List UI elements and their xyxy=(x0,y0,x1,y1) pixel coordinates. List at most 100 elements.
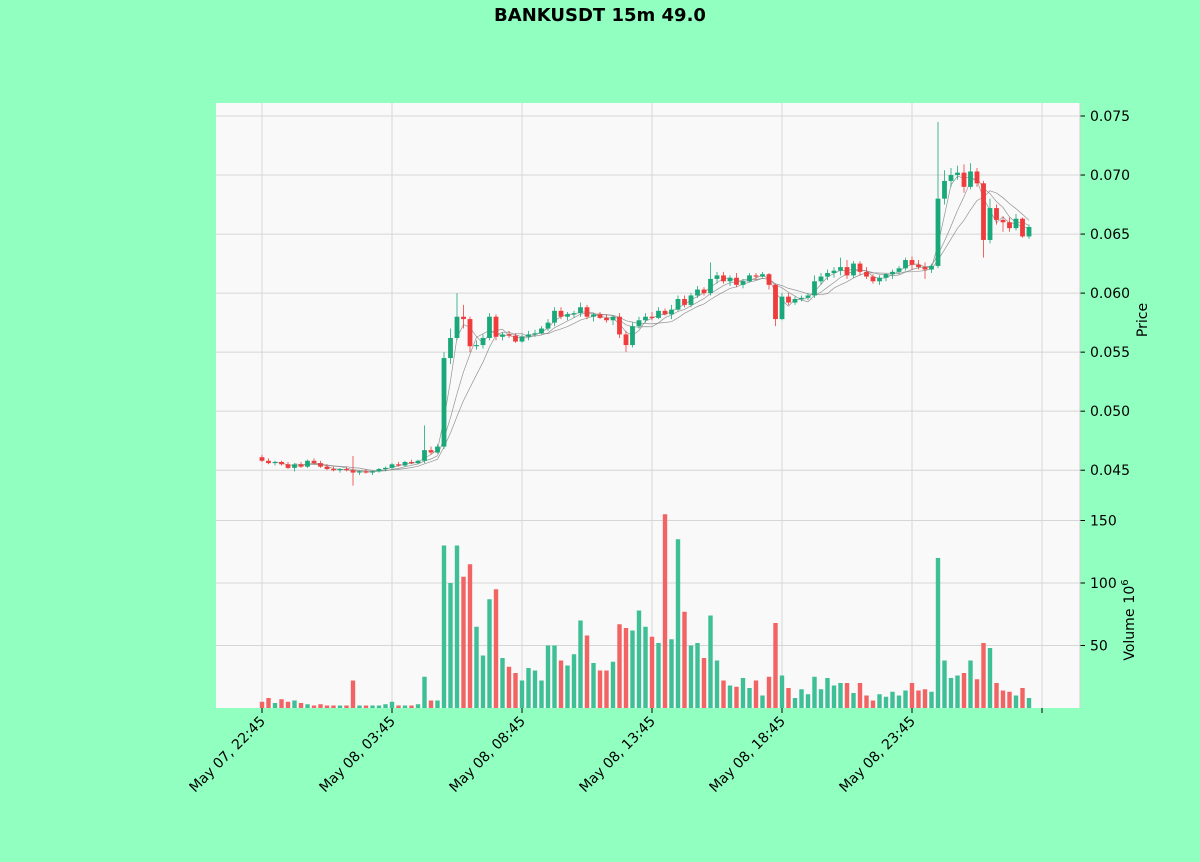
candle-body xyxy=(383,467,388,470)
volume-bar xyxy=(766,676,772,708)
volume-tick-label: 150 xyxy=(1090,514,1117,530)
candle-body xyxy=(864,271,869,277)
volume-bar xyxy=(435,700,440,708)
volume-bar xyxy=(480,655,486,708)
candle-body xyxy=(526,334,531,337)
candle-body xyxy=(682,299,687,305)
volume-bar xyxy=(961,673,967,708)
volume-bar xyxy=(441,545,447,708)
volume-bar xyxy=(610,661,616,708)
volume-bar xyxy=(864,695,869,708)
volume-bar xyxy=(422,676,427,708)
candle-body xyxy=(1007,222,1012,229)
volume-bar xyxy=(682,611,687,708)
candle-body xyxy=(324,466,330,470)
volume-bar xyxy=(896,695,902,708)
candle-body xyxy=(792,299,798,303)
volume-bar xyxy=(812,676,817,708)
volume-bar xyxy=(584,635,590,708)
candle-body xyxy=(688,295,694,305)
volume-bar xyxy=(376,705,382,708)
volume-bar xyxy=(779,675,785,708)
candle-body xyxy=(584,307,590,317)
volume-bar xyxy=(383,704,388,708)
volume-bar xyxy=(669,639,674,708)
candle-body xyxy=(480,337,486,346)
volume-bar xyxy=(591,663,596,708)
candle-body xyxy=(1026,226,1032,237)
candle-body xyxy=(539,328,544,334)
candle-body xyxy=(916,264,921,268)
volume-bar xyxy=(402,705,408,708)
price-axis-label: Price xyxy=(1135,303,1151,337)
candle-body xyxy=(883,274,889,278)
volume-bar xyxy=(558,660,564,708)
volume-bar xyxy=(662,514,668,708)
candle-body xyxy=(662,310,668,315)
volume-bar xyxy=(1013,695,1019,708)
candle-body xyxy=(519,336,525,342)
volume-bar xyxy=(721,680,726,708)
candle-body xyxy=(376,469,382,472)
volume-bar xyxy=(545,645,551,708)
volume-bar xyxy=(883,696,889,708)
volume-bar xyxy=(370,705,375,708)
volume-bar xyxy=(454,545,460,708)
candle-body xyxy=(630,326,635,346)
volume-bar xyxy=(708,615,713,708)
candle-body xyxy=(266,460,271,464)
candle-body xyxy=(831,270,837,274)
volume-bar xyxy=(617,624,622,708)
volume-bar xyxy=(948,678,954,708)
volume-bar xyxy=(688,645,694,708)
candle-body xyxy=(838,267,843,271)
volume-bar xyxy=(1000,690,1006,708)
candle-body xyxy=(643,316,648,321)
candle-body xyxy=(714,275,720,279)
candle-body xyxy=(805,295,811,298)
volume-bar xyxy=(578,620,583,708)
volume-bar xyxy=(818,689,824,708)
volume-bar xyxy=(649,636,655,708)
candle-body xyxy=(747,275,752,282)
candle-body xyxy=(337,469,343,471)
volume-axis-unit: 10 xyxy=(1122,586,1138,604)
volume-bar xyxy=(929,691,934,708)
candle-body xyxy=(727,277,733,282)
volume-bar xyxy=(467,564,473,708)
volume-bar xyxy=(272,703,278,708)
candle-body xyxy=(461,316,466,320)
candle-body xyxy=(1013,218,1019,229)
candle-body xyxy=(357,471,362,473)
candle-body xyxy=(545,322,551,329)
volume-bar xyxy=(311,705,317,708)
candle-body xyxy=(610,316,616,321)
volume-bar xyxy=(513,673,518,708)
volume-bar xyxy=(760,695,765,708)
volume-bar xyxy=(747,688,752,708)
volume-bar xyxy=(337,705,343,708)
candle-body xyxy=(961,172,967,187)
moving-average-9 xyxy=(313,190,1030,471)
candle-body xyxy=(591,314,596,317)
candle-body xyxy=(396,464,401,466)
volume-bar xyxy=(357,705,362,708)
candle-body xyxy=(513,335,518,342)
volume-bar xyxy=(656,643,661,708)
volume-bar xyxy=(974,679,980,708)
volume-bar xyxy=(825,678,830,708)
volume-bar xyxy=(565,665,570,708)
volume-bar xyxy=(298,703,304,708)
candle-body xyxy=(994,208,999,220)
volume-bar xyxy=(981,643,986,708)
price-tick-label: 0.060 xyxy=(1090,286,1130,302)
candle-body xyxy=(435,446,440,453)
candle-body xyxy=(578,307,583,314)
candle-body xyxy=(532,333,538,335)
volume-axis-label: Volume 106 xyxy=(1120,579,1138,660)
time-tick-label: May 08, 23:45 xyxy=(836,714,918,796)
candle-body xyxy=(454,316,460,338)
volume-bar xyxy=(500,658,505,708)
volume-bar xyxy=(636,610,642,708)
